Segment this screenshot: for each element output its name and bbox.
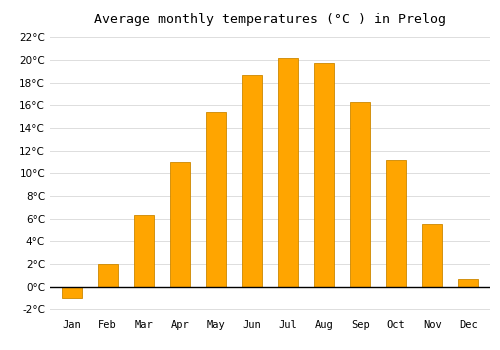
Bar <box>206 112 226 287</box>
Bar <box>458 279 478 287</box>
Bar <box>170 162 190 287</box>
Bar <box>422 224 442 287</box>
Bar <box>350 102 370 287</box>
Bar <box>242 75 262 287</box>
Title: Average monthly temperatures (°C ) in Prelog: Average monthly temperatures (°C ) in Pr… <box>94 13 446 26</box>
Bar <box>98 264 117 287</box>
Bar <box>386 160 406 287</box>
Bar <box>314 63 334 287</box>
Bar <box>278 58 298 287</box>
Bar <box>134 215 154 287</box>
Bar <box>62 287 82 298</box>
